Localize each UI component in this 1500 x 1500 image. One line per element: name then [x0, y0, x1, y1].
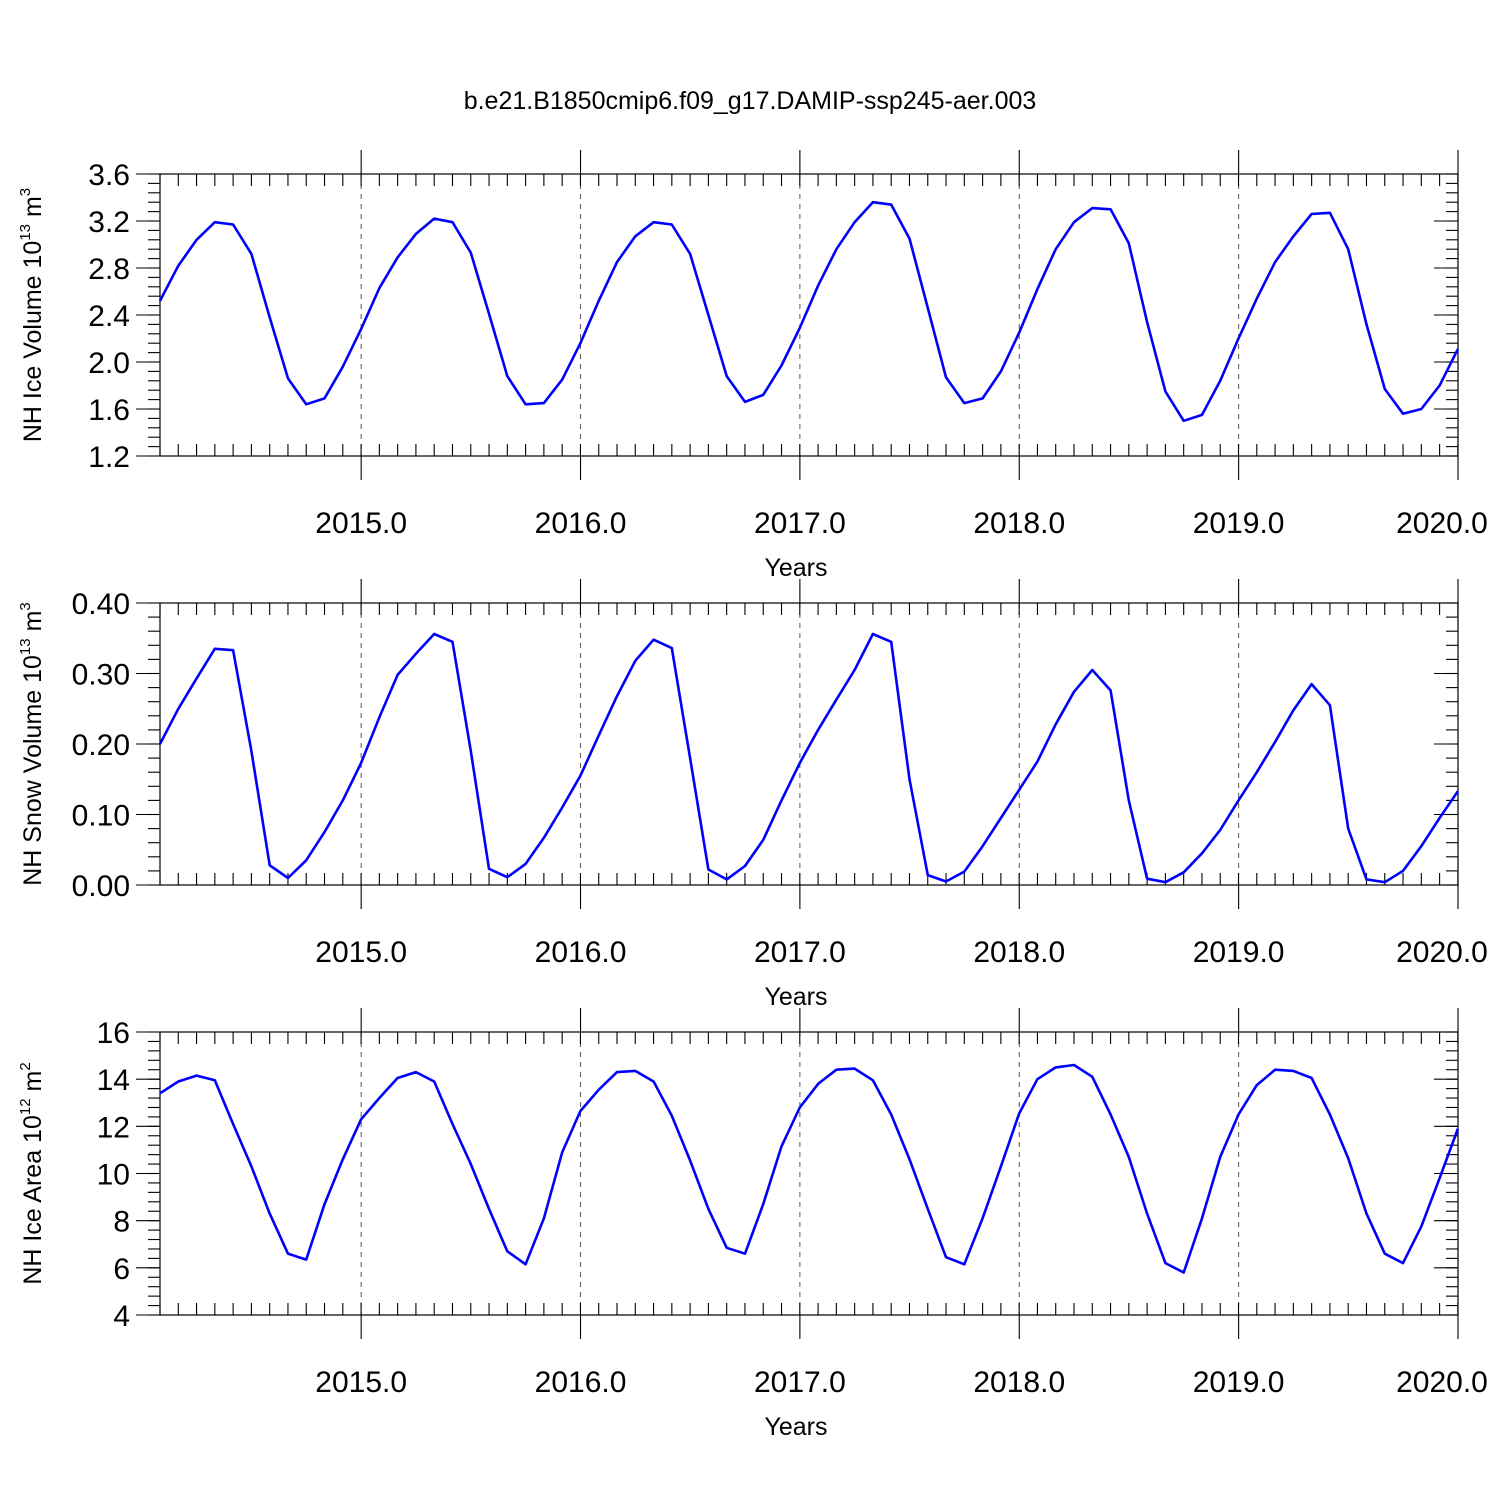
x-tick-label: 2018.0 — [973, 1366, 1065, 1399]
y-axis-title-unit: m — [19, 1071, 47, 1099]
y-tick-label: 6 — [113, 1253, 130, 1286]
y-tick-label: 8 — [113, 1206, 130, 1239]
series-line — [159, 1063, 1460, 1274]
x-tick-label: 2016.0 — [535, 936, 627, 969]
x-tick-label: 2019.0 — [1193, 936, 1285, 969]
y-tick-label: 0.00 — [72, 870, 130, 903]
figure-title: b.e21.B1850cmip6.f09_g17.DAMIP-ssp245-ae… — [464, 87, 1037, 115]
y-axis-title: NH Ice Area 1012 m2 — [17, 1062, 47, 1284]
y-tick-label: 16 — [97, 1017, 130, 1050]
y-tick-label: 12 — [97, 1111, 130, 1144]
y-axis-title-exponent: 13 — [17, 224, 34, 241]
y-axis-title-text: NH Ice Volume 10 — [19, 241, 47, 443]
y-axis-title-power: 3 — [17, 602, 34, 610]
y-tick-label: 14 — [97, 1064, 130, 1097]
y-tick-label: 1.6 — [88, 394, 130, 427]
x-axis-title: Years — [764, 1413, 827, 1441]
x-tick-label: 2020.0 — [1396, 1366, 1488, 1399]
x-tick-label: 2018.0 — [973, 507, 1065, 540]
x-tick-label: 2017.0 — [754, 507, 846, 540]
x-tick-label: 2017.0 — [754, 1366, 846, 1399]
y-tick-label: 10 — [97, 1159, 130, 1192]
x-axis-title: Years — [764, 554, 827, 582]
y-axis-title: NH Ice Volume 1013 m3 — [17, 188, 47, 442]
x-tick-label: 2020.0 — [1396, 507, 1488, 540]
plot-frame — [159, 173, 1459, 457]
x-tick-label: 2016.0 — [535, 507, 627, 540]
y-tick-label: 0.20 — [72, 729, 130, 762]
panel-nh-snow-volume: 2015.0 2016.0 2017.0 2018.0 2019.0 2020.0 0.00… — [17, 579, 1488, 1011]
x-axis-title: Years — [764, 983, 827, 1011]
x-tick-label: 2015.0 — [315, 507, 407, 540]
y-tick-label: 2.0 — [88, 347, 130, 380]
y-tick-label: 0.30 — [72, 659, 130, 692]
x-tick-label: 2020.0 — [1396, 936, 1488, 969]
y-tick-label: 0.40 — [72, 588, 130, 621]
y-axis-title-power: 2 — [17, 1062, 34, 1070]
y-tick-label: 4 — [113, 1300, 130, 1333]
y-axis-title-power: 3 — [17, 188, 34, 196]
x-tick-label: 2019.0 — [1193, 1366, 1285, 1399]
x-tick-label: 2016.0 — [535, 1366, 627, 1399]
x-tick-label: 2017.0 — [754, 936, 846, 969]
y-axis-title-unit: m — [19, 611, 47, 639]
y-axis-title-unit: m — [19, 196, 47, 224]
y-tick-label: 1.2 — [88, 441, 130, 474]
series-line — [158, 632, 1459, 884]
panel-nh-ice-volume: 2015.0 2016.0 2017.0 2018.0 2019.0 2020.0 1.2 1… — [17, 150, 1488, 582]
panel-nh-ice-area: 2015.0 2016.0 2017.0 2018.0 2019.0 2020.0 4 6 8 1… — [17, 1008, 1488, 1441]
x-tick-label: 2015.0 — [315, 1366, 407, 1399]
x-tick-label: 2015.0 — [315, 936, 407, 969]
plot-frame — [159, 1031, 1459, 1316]
y-axis-title-exponent: 12 — [17, 1098, 34, 1115]
y-axis-title: NH Snow Volume 1013 m3 — [17, 602, 47, 886]
y-tick-label: 2.4 — [88, 300, 130, 333]
series-line — [158, 200, 1460, 423]
y-axis-title-text: NH Ice Area 10 — [19, 1115, 47, 1285]
y-tick-label: 0.10 — [72, 800, 130, 833]
y-tick-label: 3.6 — [88, 159, 130, 192]
x-tick-label: 2019.0 — [1193, 507, 1285, 540]
y-axis-title-exponent: 13 — [17, 638, 34, 655]
y-tick-label: 2.8 — [88, 253, 130, 286]
y-axis-title-text: NH Snow Volume 10 — [19, 655, 47, 886]
y-tick-label: 3.2 — [88, 206, 130, 239]
x-tick-label: 2018.0 — [973, 936, 1065, 969]
